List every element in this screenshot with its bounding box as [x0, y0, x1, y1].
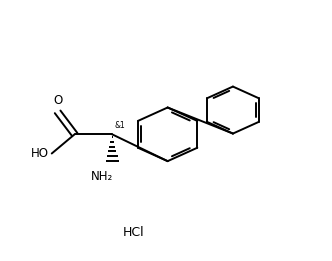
Text: &1: &1 [115, 121, 125, 130]
Text: NH₂: NH₂ [91, 170, 114, 183]
Text: HCl: HCl [123, 226, 144, 239]
Text: HO: HO [31, 147, 48, 160]
Text: O: O [53, 94, 62, 107]
